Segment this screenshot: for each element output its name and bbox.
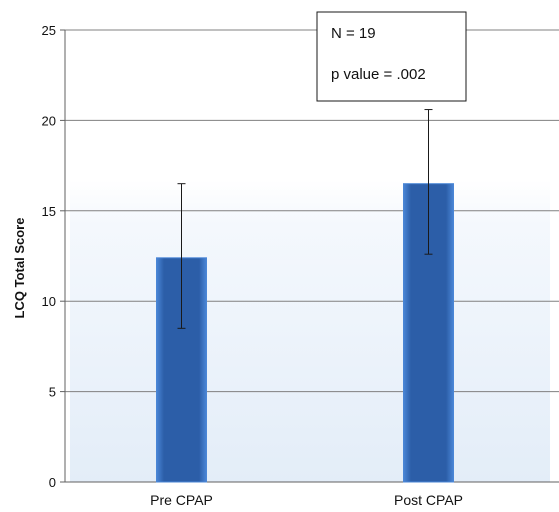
error-bar xyxy=(424,109,433,255)
y-tick-label: 20 xyxy=(42,113,56,128)
error-bars xyxy=(177,109,433,329)
y-tick-labels: 0 5 10 15 20 25 xyxy=(42,23,56,490)
y-tick-label: 5 xyxy=(49,385,56,400)
annotation-p-value: p value = .002 xyxy=(331,66,426,83)
x-category-labels: Pre CPAP Post CPAP xyxy=(150,492,463,508)
bars xyxy=(156,183,454,483)
y-tick-label: 15 xyxy=(42,204,56,219)
error-bar xyxy=(177,183,186,329)
annotation-n: N = 19 xyxy=(331,25,376,42)
stats-annotation-box: N = 19 p value = .002 xyxy=(316,11,467,102)
y-tick-label: 25 xyxy=(42,23,56,38)
y-tick-label: 10 xyxy=(42,294,56,309)
y-axis-title: LCQ Total Score xyxy=(12,218,27,319)
x-category-label: Pre CPAP xyxy=(150,492,213,508)
plot-shade xyxy=(70,180,550,482)
annotation-frame xyxy=(316,11,467,102)
gridlines xyxy=(60,29,559,483)
x-category-label: Post CPAP xyxy=(394,492,463,508)
y-tick-label: 0 xyxy=(49,475,56,490)
